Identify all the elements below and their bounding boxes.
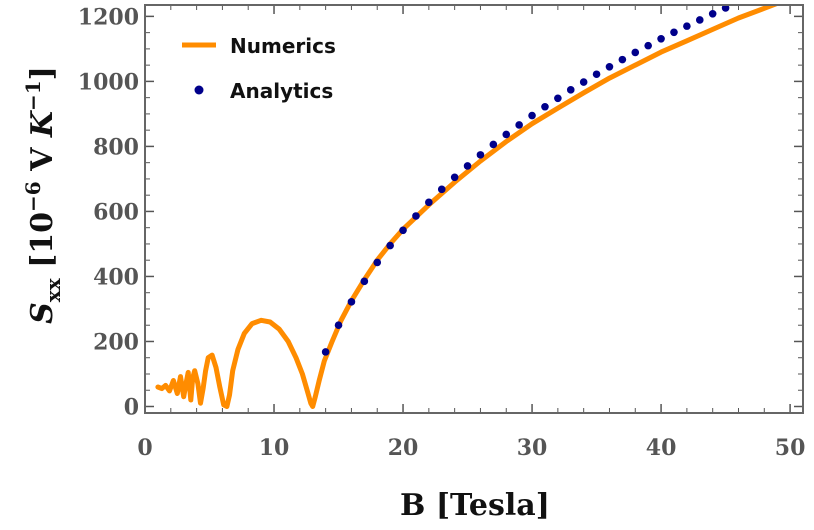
y-tick-label: 200: [93, 329, 139, 355]
analytics-point: [347, 298, 356, 306]
analytics-point: [386, 241, 394, 250]
y-tick-label: 800: [93, 134, 139, 160]
analytics-point: [463, 162, 472, 170]
analytics-point: [592, 70, 601, 79]
x-tick-label: 50: [775, 435, 806, 461]
analytics-point: [566, 86, 575, 94]
analytics-point: [554, 94, 562, 103]
analytics-point: [618, 55, 627, 64]
analytics-point: [644, 41, 652, 50]
x-tick-label: 30: [517, 435, 548, 461]
analytics-point: [670, 28, 678, 37]
y-axis-exponent: −6: [21, 181, 45, 212]
x-tick-label: 40: [646, 435, 677, 461]
series: [155, 5, 781, 409]
x-axis-title: B [Tesla]: [400, 488, 550, 523]
analytics-point: [605, 62, 614, 71]
analytics-point: [528, 111, 536, 120]
plot-frame: [144, 4, 804, 414]
analytics-point: [657, 35, 665, 43]
analytics-point: [321, 348, 330, 356]
analytics-point: [515, 121, 523, 129]
legend-analytics-label: Analytics: [230, 79, 333, 103]
analytics-point: [360, 277, 369, 286]
y-tick-label: 400: [93, 264, 139, 290]
y-axis-close: ]: [25, 66, 60, 80]
analytics-point: [579, 78, 588, 86]
analytics-point: [450, 173, 459, 182]
plot-background: [145, 5, 803, 413]
analytics-point: [502, 130, 511, 139]
y-axis-subscript: xx: [41, 277, 65, 302]
y-tick-label: 600: [93, 199, 139, 225]
analytics-point: [373, 258, 382, 267]
analytics-point: [425, 198, 433, 207]
legend-analytics-swatch: [194, 85, 204, 95]
analytics-point: [695, 16, 704, 24]
y-tick-label: 1000: [78, 69, 139, 95]
analytics-point: [399, 226, 407, 235]
y-axis-unit-k: K: [25, 109, 60, 138]
analytics-point: [708, 9, 717, 18]
analytics-point: [476, 151, 485, 159]
x-tick-label: 10: [259, 435, 290, 461]
y-axis-open: [10: [25, 212, 60, 278]
analytics-point: [721, 5, 730, 12]
y-axis-title: Sxx [10−6 V K−1]: [21, 66, 65, 324]
y-tick-label: 1200: [78, 4, 139, 30]
analytics-point: [631, 48, 640, 57]
x-tick-label: 0: [137, 435, 152, 461]
numerics-line: [155, 5, 781, 409]
analytics-point: [541, 102, 549, 111]
legend: Numerics Analytics: [182, 34, 336, 103]
y-axis-symbol: S: [25, 302, 60, 324]
ticks: 0 10 20 30 40 50 0 200 400 600 800 1000 1200: [78, 4, 806, 461]
analytics-point: [412, 212, 420, 220]
analytics-point: [437, 185, 446, 194]
analytics-point: [489, 140, 498, 149]
analytics-point: [683, 22, 691, 30]
y-axis-unit-v: V: [25, 137, 60, 181]
legend-numerics-label: Numerics: [230, 34, 336, 58]
y-axis-unit-exponent: −1: [21, 80, 45, 111]
y-tick-label: 0: [124, 394, 139, 420]
x-tick-label: 20: [388, 435, 419, 461]
analytics-point: [334, 321, 343, 330]
